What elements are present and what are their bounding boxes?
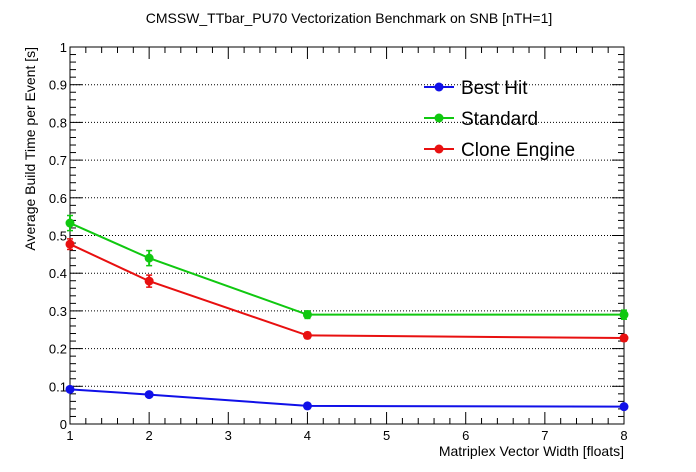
tick-layer: 0 0.1 0.2 0.3 0.4 0.5 0.6 0.7 0.8 0.9 1 1 2 3 4 5 6 7 8 xyxy=(49,40,628,443)
data-point xyxy=(144,390,154,400)
data-point xyxy=(302,401,312,411)
y-tick-label: 0.6 xyxy=(49,191,67,206)
y-tick-label: 0.4 xyxy=(49,266,67,281)
series-standard xyxy=(65,214,629,320)
x-tick-label: 1 xyxy=(66,428,73,443)
x-tick-label: 2 xyxy=(146,428,153,443)
legend-label: Standard xyxy=(461,109,538,130)
series-best-hit xyxy=(65,384,629,412)
y-tick-label: 0.9 xyxy=(49,78,67,93)
y-tick-label: 0.1 xyxy=(49,379,67,394)
series-line xyxy=(69,222,624,316)
y-tick-label: 0.5 xyxy=(49,229,67,244)
x-tick-label: 5 xyxy=(383,428,390,443)
y-tick-label: 0.3 xyxy=(49,304,67,319)
series-clone-engine xyxy=(65,238,629,343)
data-point xyxy=(302,330,312,340)
legend-entry: Best Hit xyxy=(424,78,528,99)
chart-title: CMSSW_TTbar_PU70 Vectorization Benchmark… xyxy=(146,10,553,26)
x-tick-label: 3 xyxy=(225,428,232,443)
y-tick-label: 0 xyxy=(60,417,67,432)
x-tick-label: 7 xyxy=(541,428,548,443)
legend-label: Best Hit xyxy=(461,78,528,99)
data-point xyxy=(65,218,75,228)
grid-layer xyxy=(70,84,624,387)
series-line xyxy=(69,243,625,340)
legend-marker xyxy=(434,82,444,92)
y-tick-label: 1 xyxy=(60,40,67,55)
data-point xyxy=(619,333,629,343)
y-axis-label: Average Build Time per Event [s] xyxy=(22,47,38,251)
series-layer xyxy=(65,214,629,412)
data-point xyxy=(144,276,154,286)
legend-marker xyxy=(434,144,444,154)
series-line xyxy=(69,388,625,408)
legend-entry: Standard xyxy=(424,109,538,130)
legend-label: Clone Engine xyxy=(461,140,575,161)
data-point xyxy=(619,402,629,412)
data-point xyxy=(302,310,312,320)
x-tick-label: 6 xyxy=(462,428,469,443)
y-tick-label: 0.2 xyxy=(49,342,67,357)
data-point xyxy=(619,310,629,320)
x-axis-label: Matriplex Vector Width [floats] xyxy=(439,443,624,459)
legend-entry: Clone Engine xyxy=(424,140,575,161)
y-tick-label: 0.7 xyxy=(49,153,67,168)
data-point xyxy=(65,239,75,249)
x-tick-label: 8 xyxy=(620,428,627,443)
data-point xyxy=(144,253,154,263)
data-point xyxy=(65,384,75,394)
x-tick-label: 4 xyxy=(304,428,311,443)
y-tick-label: 0.8 xyxy=(49,115,67,130)
legend-marker xyxy=(434,113,444,123)
legend: Best Hit Standard Clone Engine xyxy=(424,78,575,161)
